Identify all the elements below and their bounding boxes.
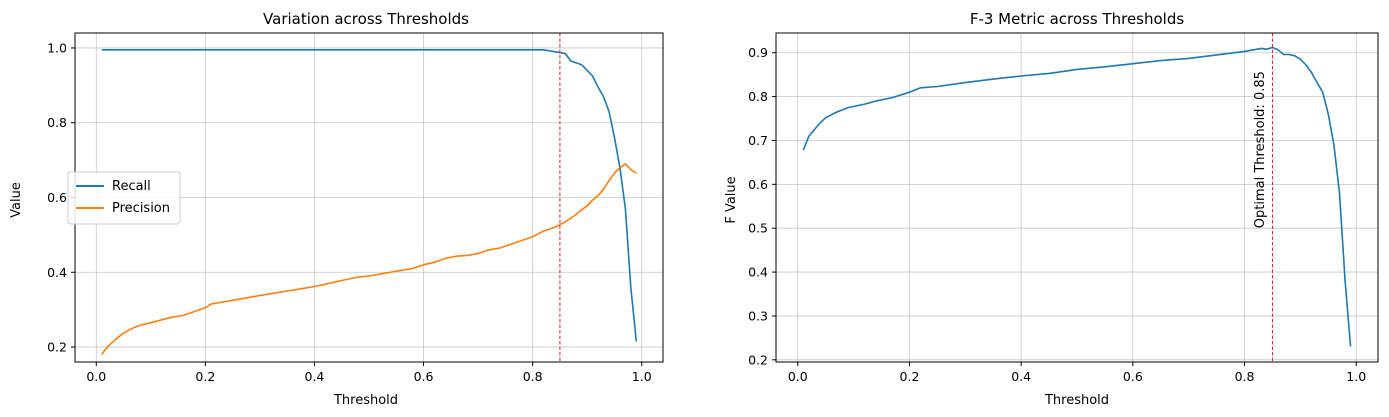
f3-metric-chart: F-3 Metric across Thresholds Threshold F… — [724, 10, 1379, 408]
legend-label-precision: Precision — [112, 201, 170, 216]
x-tick-label: 0.4 — [1011, 369, 1031, 384]
optimal-threshold-annotation: Optimal Threshold: 0.85 — [1253, 71, 1268, 228]
y-tick-label: 0.4 — [748, 265, 768, 280]
x-tick-label: 0.0 — [86, 369, 106, 384]
x-tick-label: 0.2 — [900, 369, 920, 384]
chart-title: F-3 Metric across Thresholds — [970, 10, 1185, 28]
x-tick-label: 0.8 — [523, 369, 543, 384]
x-tick-label: 0.8 — [1235, 369, 1255, 384]
y-axis-label: Value — [9, 182, 24, 218]
y-tick-label: 0.4 — [47, 265, 67, 280]
plot-frame — [775, 32, 1379, 363]
x-tick-label: 0.6 — [414, 369, 434, 384]
y-tick-label: 0.8 — [47, 115, 67, 130]
y-tick-label: 0.2 — [748, 352, 768, 367]
x-tick-label: 0.0 — [788, 369, 808, 384]
y-tick-label: 1.0 — [47, 40, 67, 55]
y-tick-label: 0.9 — [748, 45, 768, 60]
recall-precision-chart: Variation across Thresholds Threshold Va… — [9, 10, 664, 408]
chart-title: Variation across Thresholds — [263, 10, 469, 28]
x-tick-label: 1.0 — [632, 369, 652, 384]
x-tick-label: 0.6 — [1123, 369, 1143, 384]
y-tick-label: 0.5 — [748, 221, 768, 236]
legend-label-recall: Recall — [112, 179, 151, 194]
y-axis-label: F Value — [724, 176, 739, 223]
x-tick-label: 0.4 — [305, 369, 325, 384]
x-axis-label: Threshold — [1044, 393, 1109, 408]
series-line-recall — [101, 49, 638, 342]
y-tick-label: 0.7 — [748, 133, 768, 148]
y-tick-label: 0.6 — [748, 177, 768, 192]
y-tick-label: 0.2 — [47, 340, 67, 355]
x-tick-label: 0.2 — [195, 369, 215, 384]
y-tick-label: 0.6 — [47, 190, 67, 205]
series-line-precision — [101, 163, 637, 355]
legend: Recall Precision — [67, 171, 181, 225]
x-tick-label: 1.0 — [1346, 369, 1366, 384]
y-tick-label: 0.3 — [748, 308, 768, 323]
y-tick-label: 0.8 — [748, 89, 768, 104]
x-axis-label: Threshold — [333, 393, 398, 408]
series-line-f3 — [802, 46, 1352, 347]
